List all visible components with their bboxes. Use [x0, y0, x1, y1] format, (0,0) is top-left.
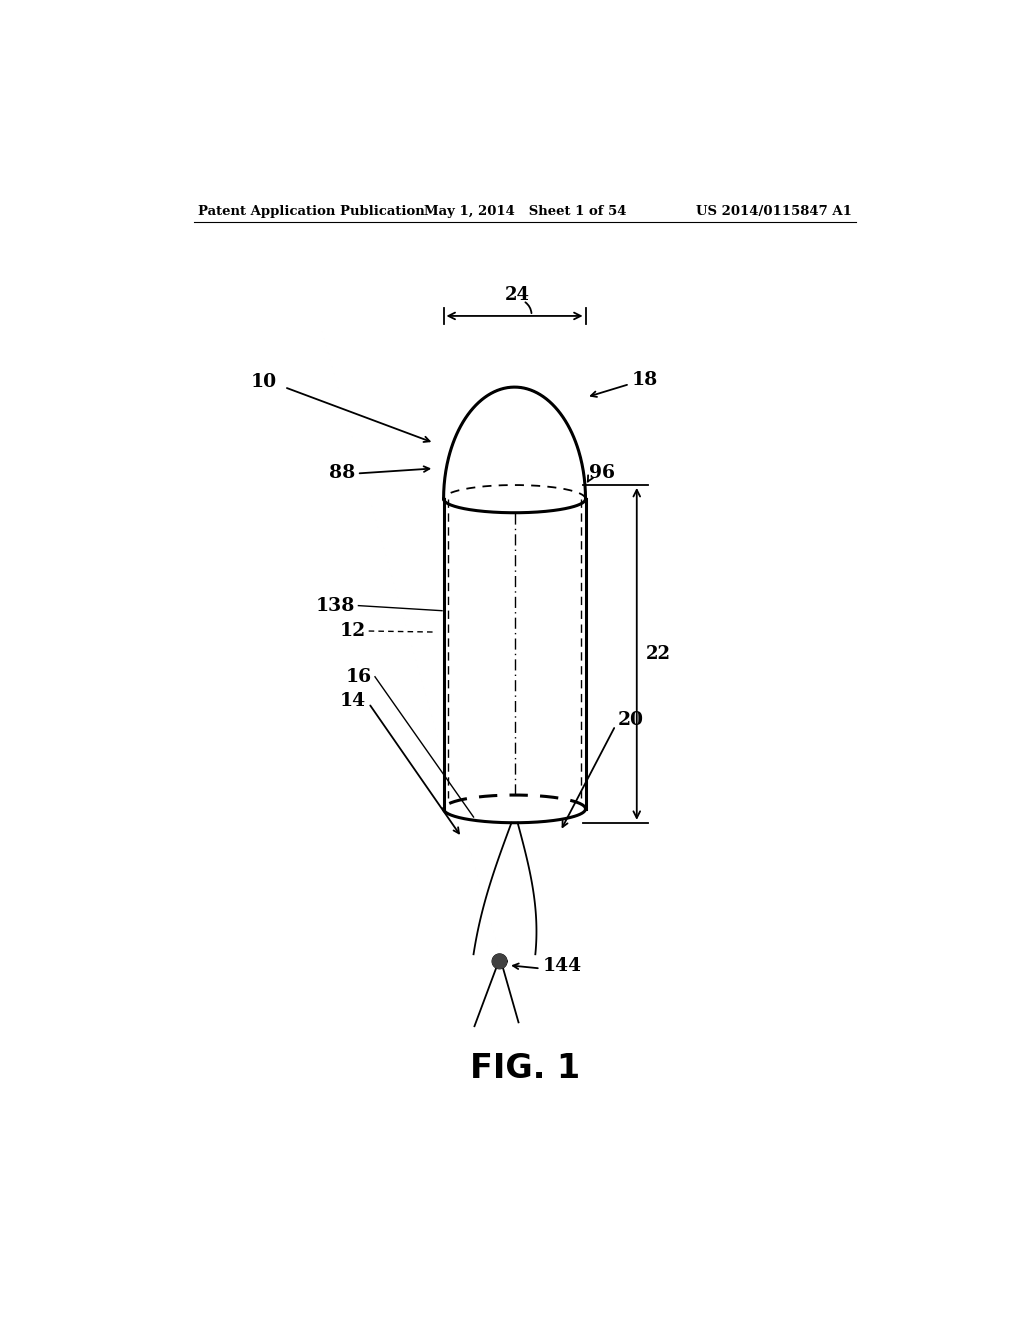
Text: Patent Application Publication: Patent Application Publication — [198, 205, 424, 218]
Text: 12: 12 — [339, 622, 366, 640]
Text: 24: 24 — [505, 285, 529, 304]
Text: 20: 20 — [617, 711, 644, 730]
Text: US 2014/0115847 A1: US 2014/0115847 A1 — [696, 205, 852, 218]
Text: May 1, 2014   Sheet 1 of 54: May 1, 2014 Sheet 1 of 54 — [424, 205, 626, 218]
Text: 22: 22 — [646, 645, 671, 663]
Text: 14: 14 — [339, 692, 366, 710]
Text: 16: 16 — [346, 668, 372, 686]
Text: 18: 18 — [631, 371, 657, 389]
Text: 10: 10 — [250, 374, 276, 391]
Text: 138: 138 — [315, 597, 355, 615]
Text: 144: 144 — [543, 957, 582, 975]
Text: 88: 88 — [329, 465, 355, 483]
Circle shape — [493, 954, 507, 969]
Text: FIG. 1: FIG. 1 — [470, 1052, 580, 1085]
Text: 96: 96 — [590, 465, 615, 483]
